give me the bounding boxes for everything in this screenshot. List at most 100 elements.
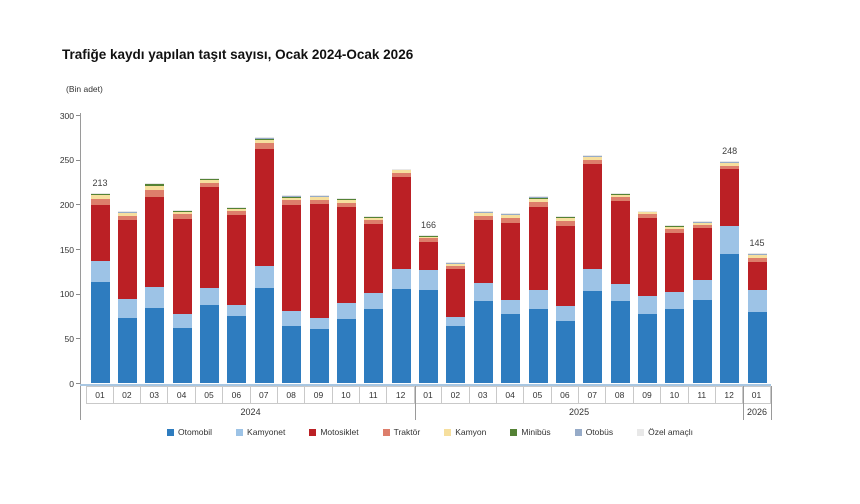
bar-segment-otomobil[interactable] <box>638 314 657 383</box>
bar-segment-motosiklet[interactable] <box>90 205 110 261</box>
bar-segment-minib-s[interactable] <box>145 184 165 186</box>
bar-segment-motosiklet[interactable] <box>665 232 685 292</box>
bar-segment--zel-ama-l-[interactable] <box>720 161 740 162</box>
bar-segment-motosiklet[interactable] <box>336 207 356 303</box>
legend-item-trakt-r[interactable]: Traktör <box>382 427 420 437</box>
bar-segment-otob-s[interactable] <box>555 216 575 217</box>
legend-item-motosiklet[interactable]: Motosiklet <box>309 427 359 437</box>
bar-segment-minib-s[interactable] <box>583 156 603 158</box>
bar-segment-kamyonet[interactable] <box>720 225 740 255</box>
bar-segment-trakt-r[interactable] <box>692 225 712 229</box>
bar-segment-otomobil[interactable] <box>555 321 575 383</box>
bar-segment-minib-s[interactable] <box>446 263 466 264</box>
bar-segment--zel-ama-l-[interactable] <box>172 209 192 211</box>
bar-segment-kamyonet[interactable] <box>665 291 685 309</box>
bar-segment-kamyon[interactable] <box>528 198 548 202</box>
bar-segment-kamyonet[interactable] <box>336 302 356 319</box>
bar-segment-minib-s[interactable] <box>720 162 740 164</box>
bar-segment-motosiklet[interactable] <box>501 223 521 300</box>
bar-segment-minib-s[interactable] <box>419 235 438 237</box>
bar-segment--zel-ama-l-[interactable] <box>391 168 411 170</box>
bar-segment-otob-s[interactable] <box>747 253 767 255</box>
bar-segment-kamyonet[interactable] <box>555 306 575 322</box>
bar-segment-trakt-r[interactable] <box>473 215 493 220</box>
bar-segment-kamyonet[interactable] <box>309 317 329 330</box>
bar-segment-minib-s[interactable] <box>282 196 302 198</box>
bar-segment-kamyonet[interactable] <box>254 265 274 289</box>
bar-segment-otob-s[interactable] <box>391 168 411 170</box>
legend-item-otob-s[interactable]: Otobüs <box>574 427 613 437</box>
bar-segment-trakt-r[interactable] <box>446 265 466 269</box>
bar-segment-otob-s[interactable] <box>638 210 657 212</box>
bar-segment-kamyonet[interactable] <box>747 290 767 313</box>
bar-segment-motosiklet[interactable] <box>117 220 137 300</box>
bar-segment-otob-s[interactable] <box>227 207 247 208</box>
bar-segment-minib-s[interactable] <box>473 212 493 214</box>
bar-segment--zel-ama-l-[interactable] <box>282 195 302 196</box>
bar-segment-motosiklet[interactable] <box>227 215 247 306</box>
bar-segment--zel-ama-l-[interactable] <box>446 262 466 263</box>
bar-segment-kamyon[interactable] <box>473 213 493 216</box>
bar-segment-otomobil[interactable] <box>419 290 438 383</box>
bar-segment-minib-s[interactable] <box>638 211 657 213</box>
bar-segment-motosiklet[interactable] <box>145 197 165 288</box>
bar-segment-trakt-r[interactable] <box>555 221 575 226</box>
bar-segment-otomobil[interactable] <box>446 325 466 383</box>
bar-segment-otob-s[interactable] <box>90 193 110 195</box>
bar-segment-motosiklet[interactable] <box>583 164 603 269</box>
bar-segment-kamyonet[interactable] <box>172 314 192 328</box>
bar-segment-otob-s[interactable] <box>200 177 219 179</box>
bar-segment-otomobil[interactable] <box>172 327 192 383</box>
bar-segment-otomobil[interactable] <box>583 290 603 383</box>
bar-segment-kamyon[interactable] <box>90 195 110 200</box>
bar-segment-trakt-r[interactable] <box>720 165 740 170</box>
bar-segment-otomobil[interactable] <box>90 282 110 383</box>
bar-segment-otob-s[interactable] <box>254 137 274 139</box>
bar-segment-trakt-r[interactable] <box>638 214 657 218</box>
bar-segment-kamyonet[interactable] <box>145 287 165 308</box>
bar-segment-kamyon[interactable] <box>200 179 219 183</box>
bar-segment-minib-s[interactable] <box>391 169 411 171</box>
bar-segment-motosiklet[interactable] <box>610 200 630 284</box>
bar-segment-kamyonet[interactable] <box>610 283 630 301</box>
bar-segment-trakt-r[interactable] <box>364 220 384 224</box>
bar-segment-kamyonet[interactable] <box>90 260 110 283</box>
bar-segment-kamyon[interactable] <box>555 218 575 222</box>
bar-segment-kamyon[interactable] <box>665 226 685 230</box>
bar-segment-motosiklet[interactable] <box>391 176 411 269</box>
bar-segment-minib-s[interactable] <box>172 210 192 212</box>
bar-segment-trakt-r[interactable] <box>200 182 219 188</box>
bar-segment-minib-s[interactable] <box>555 217 575 219</box>
bar-segment-minib-s[interactable] <box>747 254 767 256</box>
bar-segment--zel-ama-l-[interactable] <box>610 192 630 194</box>
bar-segment--zel-ama-l-[interactable] <box>364 215 384 217</box>
bar-segment-minib-s[interactable] <box>528 197 548 199</box>
bar-segment-kamyon[interactable] <box>419 236 438 239</box>
bar-segment-kamyonet[interactable] <box>638 296 657 315</box>
bar-segment-motosiklet[interactable] <box>473 219 493 283</box>
bar-segment-otob-s[interactable] <box>583 155 603 157</box>
bar-segment-kamyonet[interactable] <box>364 292 384 309</box>
legend-item-minib-s[interactable]: Minibüs <box>510 427 551 437</box>
bar-segment-trakt-r[interactable] <box>528 201 548 207</box>
bar-segment-kamyon[interactable] <box>254 139 274 144</box>
bar-segment-trakt-r[interactable] <box>583 159 603 165</box>
bar-segment-otomobil[interactable] <box>692 299 712 383</box>
bar-segment-motosiklet[interactable] <box>309 204 329 318</box>
bar-segment--zel-ama-l-[interactable] <box>665 224 685 226</box>
bar-segment-kamyonet[interactable] <box>473 282 493 301</box>
bar-segment-trakt-r[interactable] <box>747 258 767 263</box>
bar-segment-motosiklet[interactable] <box>528 207 548 291</box>
bar-segment-motosiklet[interactable] <box>692 228 712 281</box>
bar-segment-kamyonet[interactable] <box>692 280 712 300</box>
bar-segment-trakt-r[interactable] <box>254 143 274 149</box>
bar-segment-kamyon[interactable] <box>692 222 712 226</box>
bar-segment-minib-s[interactable] <box>692 222 712 223</box>
bar-segment-motosiklet[interactable] <box>555 225 575 307</box>
bar-segment-otomobil[interactable] <box>282 325 302 383</box>
bar-segment--zel-ama-l-[interactable] <box>419 234 438 236</box>
bar-segment-otob-s[interactable] <box>720 161 740 163</box>
bar-segment-otob-s[interactable] <box>528 196 548 198</box>
legend-item-otomobil[interactable]: Otomobil <box>167 427 212 437</box>
bar-segment-otob-s[interactable] <box>309 195 329 197</box>
